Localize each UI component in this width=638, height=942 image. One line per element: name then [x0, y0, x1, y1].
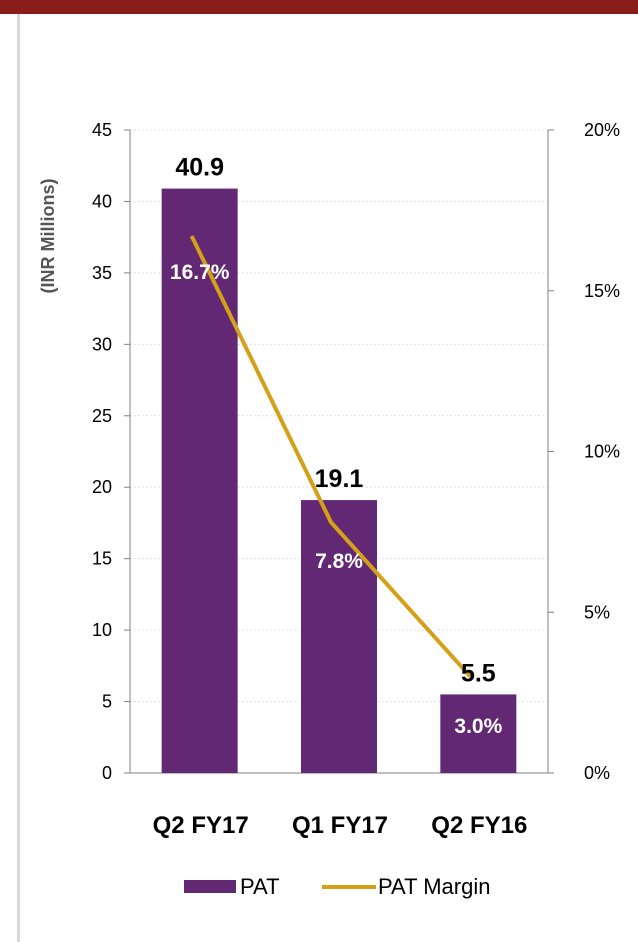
y-tick-label: 40 — [92, 191, 112, 211]
y-tick-label: 20 — [92, 477, 112, 497]
y-tick-label: 35 — [92, 263, 112, 283]
margin-point — [191, 235, 193, 237]
margin-value-label: 7.8% — [315, 550, 363, 573]
y2-tick-label: 5% — [584, 602, 610, 622]
x-category-label: Q1 FY17 — [292, 812, 388, 839]
x-category-label: Q2 FY16 — [431, 812, 527, 839]
y-tick-label: 5 — [102, 692, 112, 712]
y2-tick-label: 0% — [584, 763, 610, 783]
top-accent-bar — [0, 0, 638, 14]
bar-value-label: 19.1 — [315, 465, 364, 493]
legend: PAT PAT Margin — [184, 874, 490, 899]
legend-swatch-pat — [184, 880, 236, 893]
y2-tick-label: 15% — [584, 281, 620, 301]
y-tick-label: 25 — [92, 406, 112, 426]
bar — [440, 694, 517, 773]
bar-value-label: 5.5 — [461, 659, 496, 687]
bar-value-label: 40.9 — [175, 154, 224, 182]
y-tick-label: 45 — [92, 120, 112, 140]
y-tick-label: 10 — [92, 620, 112, 640]
legend-label-margin: PAT Margin — [378, 874, 490, 899]
y-tick-label: 15 — [92, 549, 112, 569]
margin-value-label: 16.7% — [170, 261, 230, 284]
left-border-rule — [17, 14, 20, 942]
margin-point — [469, 676, 471, 678]
margin-point — [330, 521, 332, 523]
legend-label-pat: PAT — [240, 874, 280, 899]
x-category-label: Q2 FY17 — [153, 812, 249, 839]
y-axis-label: (INR Millions) — [38, 179, 58, 294]
y2-tick-label: 20% — [584, 120, 620, 140]
margin-value-label: 3.0% — [454, 715, 502, 738]
y-tick-label: 30 — [92, 334, 112, 354]
bar — [161, 188, 238, 773]
y-tick-label: 0 — [102, 763, 112, 783]
bar — [301, 500, 377, 773]
y2-tick-label: 10% — [584, 442, 620, 462]
